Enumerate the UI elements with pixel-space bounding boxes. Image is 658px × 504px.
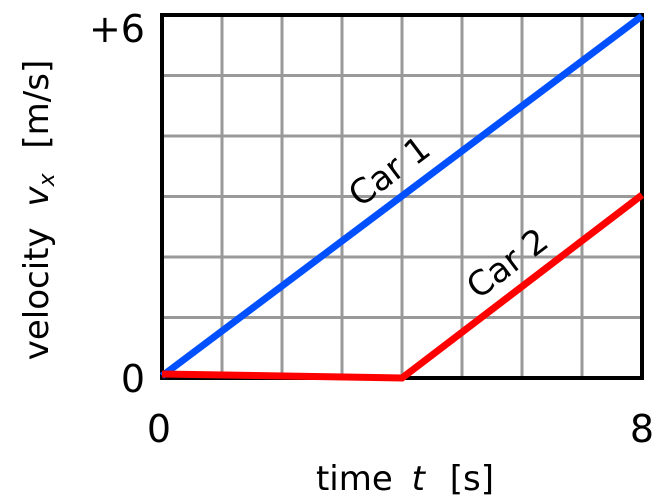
y-axis-label: velocity vx [m/s] bbox=[17, 60, 63, 361]
y-tick-max: +6 bbox=[89, 7, 145, 51]
car2-line bbox=[161, 192, 645, 382]
car1-line bbox=[159, 13, 645, 379]
x-tick-max: 8 bbox=[630, 407, 654, 451]
x-tick-min: 0 bbox=[147, 407, 171, 451]
y-tick-min: 0 bbox=[121, 357, 145, 401]
x-axis-label: time t [s] bbox=[316, 459, 494, 499]
